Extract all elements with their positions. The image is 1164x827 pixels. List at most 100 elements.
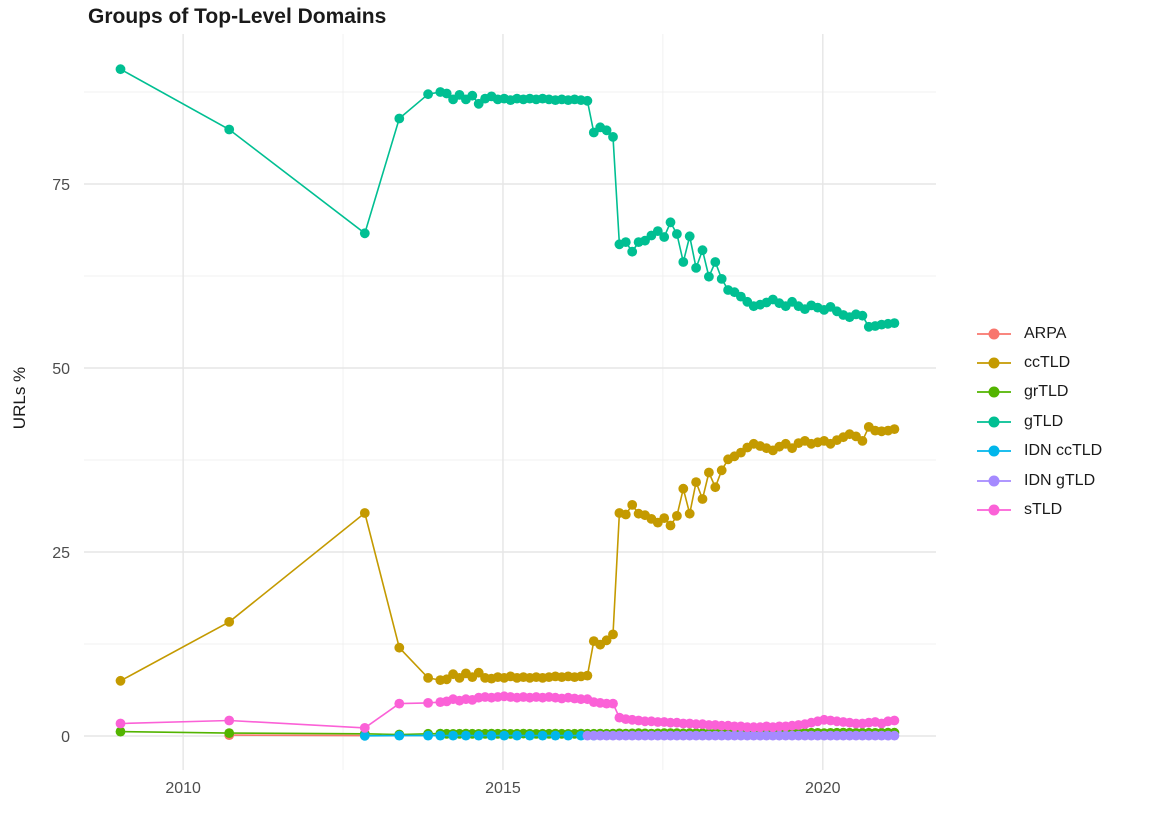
series-line bbox=[229, 734, 365, 737]
data-point bbox=[486, 730, 497, 741]
legend-label: IDN ccTLD bbox=[1024, 442, 1103, 460]
data-point bbox=[473, 730, 484, 741]
data-point bbox=[448, 730, 458, 741]
y-tick-label: 0 bbox=[61, 729, 70, 746]
data-point bbox=[704, 271, 714, 282]
legend-key-icon bbox=[977, 445, 1011, 457]
data-point bbox=[684, 231, 695, 242]
data-point bbox=[601, 125, 612, 136]
data-point bbox=[115, 675, 126, 686]
gridlines-minor bbox=[84, 34, 936, 770]
data-point bbox=[499, 730, 510, 741]
legend-key-icon bbox=[977, 475, 1011, 487]
series-line bbox=[120, 68, 895, 328]
data-point bbox=[435, 730, 446, 741]
legend-label: ARPA bbox=[1024, 324, 1067, 342]
legend: ARPA ccTLD grTLD gTLD IDN ccTLD IDN gTLD sTLD bbox=[976, 319, 1102, 525]
legend-key-dot bbox=[988, 357, 1000, 369]
data-point bbox=[665, 217, 676, 228]
data-point bbox=[394, 642, 405, 653]
data-point bbox=[710, 257, 721, 267]
legend-item-idn-gtld: IDN gTLD bbox=[976, 466, 1102, 495]
legend-item-grtld: grTLD bbox=[976, 378, 1102, 407]
data-point bbox=[716, 274, 727, 284]
data-point bbox=[608, 698, 618, 709]
series-cctld bbox=[115, 422, 900, 686]
data-point bbox=[512, 730, 522, 741]
data-point bbox=[224, 715, 235, 726]
data-point bbox=[224, 124, 235, 135]
data-point bbox=[691, 477, 701, 487]
data-point bbox=[704, 467, 714, 478]
legend-label: ccTLD bbox=[1024, 354, 1071, 372]
data-point bbox=[627, 500, 638, 510]
data-point bbox=[678, 257, 689, 267]
legend-label: sTLD bbox=[1024, 501, 1063, 519]
legend-key-icon bbox=[977, 386, 1011, 398]
data-point bbox=[620, 237, 631, 248]
data-point bbox=[582, 95, 593, 106]
data-point bbox=[697, 494, 708, 504]
x-tick-label: 2015 bbox=[485, 780, 521, 797]
legend-key-dot bbox=[988, 475, 1000, 487]
series-gtld bbox=[115, 64, 900, 332]
data-point bbox=[857, 310, 868, 321]
legend-item-arpa: ARPA bbox=[976, 319, 1102, 348]
legend-key-dot bbox=[988, 328, 1000, 340]
y-tick-label: 25 bbox=[52, 545, 70, 562]
data-point bbox=[359, 723, 370, 733]
legend-key-icon bbox=[977, 328, 1011, 340]
x-tick-label: 2020 bbox=[805, 780, 841, 797]
legend-key-dot bbox=[988, 504, 1000, 516]
data-point bbox=[359, 730, 370, 741]
series-stld bbox=[115, 691, 900, 733]
data-point bbox=[678, 483, 689, 494]
legend-label: grTLD bbox=[1024, 383, 1069, 401]
legend-key-icon bbox=[977, 416, 1011, 428]
data-point bbox=[582, 670, 593, 681]
data-point bbox=[394, 698, 405, 709]
legend-item-idn-cctld: IDN ccTLD bbox=[976, 437, 1102, 466]
data-point bbox=[684, 508, 695, 519]
data-point bbox=[394, 730, 405, 741]
data-point bbox=[665, 520, 676, 531]
data-point bbox=[716, 465, 727, 476]
data-point bbox=[224, 728, 235, 738]
data-point bbox=[601, 635, 612, 646]
data-point bbox=[441, 88, 452, 99]
data-point bbox=[394, 113, 405, 124]
data-point bbox=[423, 89, 433, 100]
data-point bbox=[359, 508, 370, 518]
data-point bbox=[467, 90, 478, 101]
legend-key-dot bbox=[988, 445, 1000, 457]
data-point bbox=[550, 730, 561, 741]
data-point bbox=[563, 730, 574, 741]
legend-item-cctld: ccTLD bbox=[976, 348, 1102, 377]
y-tick-label: 50 bbox=[52, 361, 70, 378]
legend-key-dot bbox=[988, 386, 1000, 398]
x-tick-label: 2010 bbox=[165, 780, 201, 797]
data-point bbox=[857, 436, 868, 446]
data-point bbox=[710, 482, 721, 493]
data-point bbox=[889, 715, 900, 726]
legend-key-dot bbox=[988, 416, 1000, 428]
data-point bbox=[537, 730, 548, 741]
data-point bbox=[659, 232, 670, 242]
data-point bbox=[620, 509, 631, 520]
y-tick-label: 75 bbox=[52, 177, 70, 194]
series-arpa bbox=[224, 730, 370, 741]
data-point bbox=[697, 245, 708, 256]
data-point bbox=[627, 246, 638, 257]
legend-item-gtld: gTLD bbox=[976, 407, 1102, 436]
data-point bbox=[608, 629, 618, 640]
data-point bbox=[359, 228, 370, 239]
data-point bbox=[423, 698, 433, 708]
data-point bbox=[889, 730, 900, 741]
axis-tick-labels: 0 25 50 75 2010 2015 2020 bbox=[52, 177, 840, 797]
legend-key-icon bbox=[977, 504, 1011, 516]
data-point bbox=[115, 726, 126, 737]
legend-item-stld: sTLD bbox=[976, 495, 1102, 524]
legend-label: gTLD bbox=[1024, 412, 1064, 430]
